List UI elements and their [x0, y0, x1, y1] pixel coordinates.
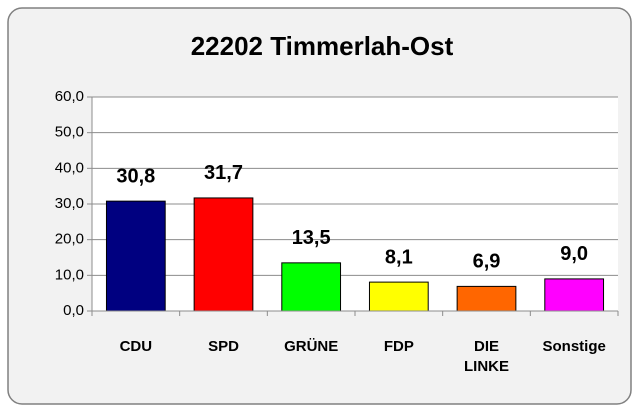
bar: [456, 285, 517, 312]
value-label: 8,1: [385, 246, 413, 268]
y-tick-label: 20,0: [55, 231, 84, 248]
chart-title: 22202 Timmerlah-Ost: [191, 31, 454, 61]
bar: [105, 200, 166, 312]
y-tick-label: 30,0: [55, 195, 84, 212]
y-tick-label: 50,0: [55, 124, 84, 141]
y-tick-label: 10,0: [55, 266, 84, 283]
x-tick-label: SPD: [208, 338, 239, 355]
x-tick-label: DIE LINKE: [464, 338, 509, 375]
x-tick-label: GRÜNE: [284, 338, 339, 355]
x-tick-label: Sonstige: [542, 338, 606, 355]
bar: [368, 281, 429, 312]
x-tick-label: CDU: [119, 338, 153, 355]
y-tick-label: 0,0: [63, 302, 84, 319]
bar: [193, 197, 254, 312]
value-label: 13,5: [292, 227, 331, 249]
value-label: 6,9: [473, 251, 501, 273]
bar: [544, 278, 605, 312]
y-tick-label: 60,0: [55, 88, 84, 105]
x-tick-label: FDP: [383, 338, 414, 355]
bar: [281, 262, 342, 312]
value-label: 31,7: [204, 162, 243, 184]
value-label: 30,8: [116, 165, 155, 187]
y-tick-label: 40,0: [55, 159, 84, 176]
value-label: 9,0: [560, 243, 588, 265]
